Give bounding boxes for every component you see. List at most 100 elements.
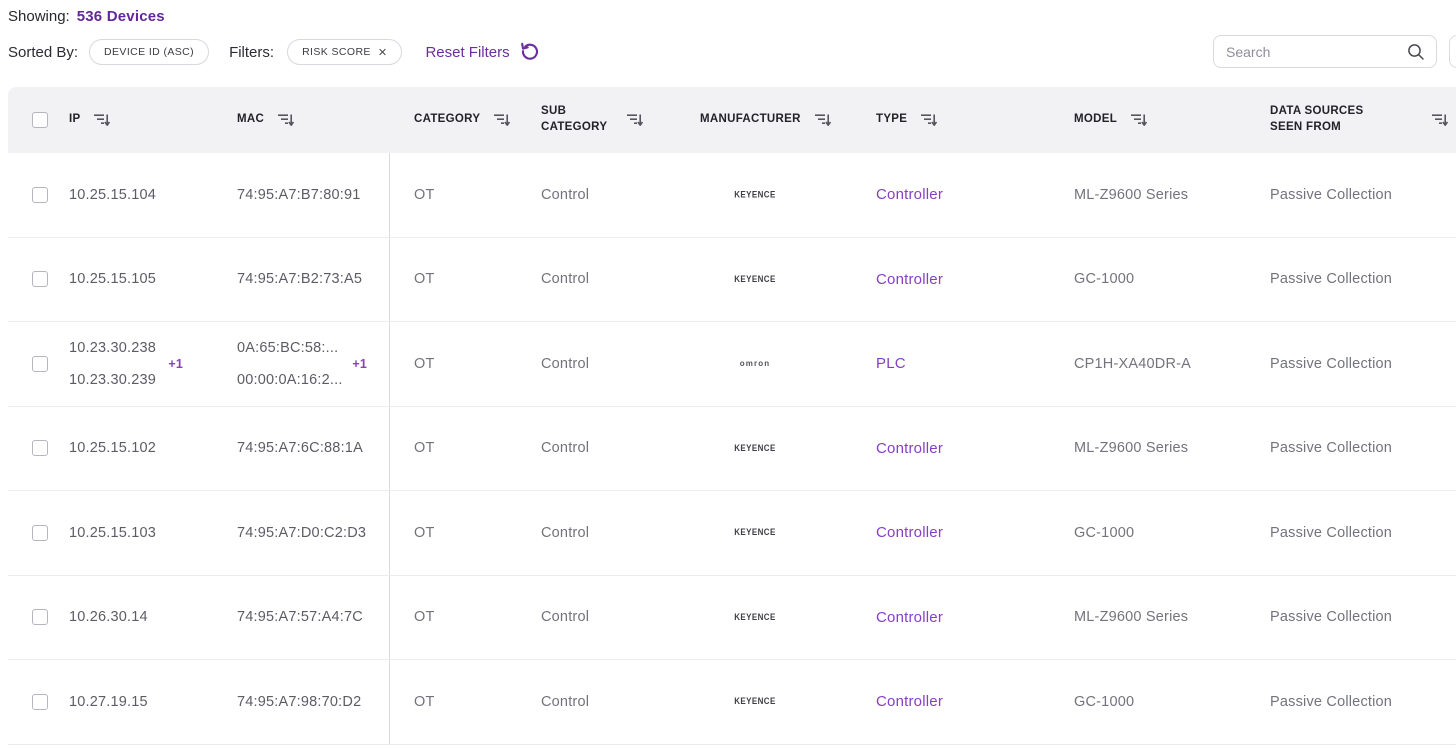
data-sources-cell: Passive Collection	[1262, 609, 1456, 625]
model-cell: GC-1000	[1066, 525, 1262, 541]
search-box	[1213, 35, 1437, 68]
device-type-link[interactable]: Controller	[876, 439, 944, 457]
table-row[interactable]: 10.25.15.102 74:95:A7:6C:88:1A OT Contro…	[8, 406, 1456, 491]
category-cell: OT	[390, 187, 533, 203]
row-checkbox[interactable]	[32, 524, 48, 541]
ip-value: 10.25.15.104	[69, 186, 157, 203]
column-header-manufacturer[interactable]: MANUFACTURER	[692, 112, 868, 128]
subcategory-value: Control	[541, 440, 590, 457]
more-count-badge[interactable]: +1	[352, 356, 367, 371]
model-cell: ML-Z9600 Series	[1066, 187, 1262, 203]
sort-icon[interactable]	[493, 113, 511, 127]
sort-icon[interactable]	[626, 113, 643, 127]
mac-value: 74:95:A7:6C:88:1A	[237, 440, 363, 457]
table-row[interactable]: 10.26.30.14 74:95:A7:57:A4:7C OT Control…	[8, 575, 1456, 660]
sorted-by-label: Sorted By:	[8, 43, 79, 61]
more-count-badge[interactable]: +1	[168, 356, 183, 371]
reset-filters-button[interactable]: Reset Filters	[425, 42, 538, 62]
data-sources-value: Passive Collection	[1270, 271, 1393, 288]
category-cell: OT	[390, 440, 533, 456]
mac-cell: 0A:65:BC:58:... 00:00:0A:16:2... +1	[228, 322, 390, 406]
ip-value: 10.25.15.105	[69, 271, 157, 288]
toolbar: Showing: 536 Devices Sorted By: DEVICE I…	[0, 0, 1456, 69]
model-cell: GC-1000	[1066, 271, 1262, 287]
sort-icon[interactable]	[277, 113, 295, 127]
subcategory-cell: Control	[533, 525, 692, 541]
ip-cell: 10.25.15.105	[60, 271, 228, 287]
subcategory-cell: Control	[533, 356, 692, 372]
ip-value: 10.26.30.14	[69, 609, 148, 626]
model-cell: ML-Z9600 Series	[1066, 609, 1262, 625]
subcategory-value: Control	[541, 693, 590, 710]
row-checkbox[interactable]	[32, 186, 48, 203]
manufacturer-cell: KEYENCE	[692, 528, 868, 538]
data-sources-value: Passive Collection	[1270, 524, 1393, 541]
category-cell: OT	[390, 356, 533, 372]
type-cell: Controller	[868, 693, 1066, 710]
manufacturer-logo: OMRON	[739, 359, 771, 369]
table-row[interactable]: 10.27.19.15 74:95:A7:98:70:D2 OT Control…	[8, 660, 1456, 745]
table-row[interactable]: 10.23.30.238 10.23.30.239 +1 0A:65:BC:58:.…	[8, 322, 1456, 407]
category-value: OT	[414, 355, 435, 372]
sort-icon[interactable]	[93, 113, 111, 127]
sort-chip[interactable]: DEVICE ID (ASC)	[89, 39, 210, 65]
table-row[interactable]: 10.25.15.105 74:95:A7:B2:73:A5 OT Contro…	[8, 237, 1456, 322]
model-cell: GC-1000	[1066, 694, 1262, 710]
data-sources-cell: Passive Collection	[1262, 525, 1456, 541]
row-checkbox[interactable]	[32, 609, 48, 626]
column-header-mac[interactable]: MAC	[228, 112, 390, 128]
column-header-category[interactable]: CATEGORY	[390, 112, 533, 128]
data-sources-value: Passive Collection	[1270, 186, 1393, 203]
row-checkbox[interactable]	[32, 271, 48, 288]
sort-icon[interactable]	[1130, 113, 1148, 127]
ip-cell: 10.25.15.103	[60, 525, 228, 541]
data-sources-cell: Passive Collection	[1262, 356, 1456, 372]
device-type-link[interactable]: Controller	[876, 693, 944, 711]
column-header-model[interactable]: MODEL	[1066, 112, 1262, 128]
row-checkbox[interactable]	[32, 355, 48, 372]
device-count[interactable]: 536 Devices	[76, 7, 165, 25]
row-checkbox[interactable]	[32, 693, 48, 710]
column-header-data-sources[interactable]: DATA SOURCES SEEN FROM	[1262, 104, 1456, 135]
model-cell: ML-Z9600 Series	[1066, 440, 1262, 456]
mac-cell: 74:95:A7:D0:C2:D3	[228, 491, 390, 575]
filter-chip[interactable]: RISK SCORE ✕	[287, 39, 403, 65]
sort-icon[interactable]	[920, 113, 938, 127]
device-type-link[interactable]: PLC	[876, 355, 906, 373]
subcategory-value: Control	[541, 355, 590, 372]
data-sources-cell: Passive Collection	[1262, 440, 1456, 456]
subcategory-cell: Control	[533, 271, 692, 287]
subcategory-cell: Control	[533, 694, 692, 710]
remove-filter-icon[interactable]: ✕	[377, 46, 388, 59]
column-header-type[interactable]: TYPE	[868, 112, 1066, 128]
mac-cell: 74:95:A7:6C:88:1A	[228, 406, 390, 490]
device-type-link[interactable]: Controller	[876, 270, 944, 288]
manufacturer-cell: KEYENCE	[692, 612, 868, 622]
showing-label: Showing:	[8, 7, 70, 25]
ip-value: 10.23.30.239	[69, 371, 157, 388]
row-checkbox[interactable]	[32, 440, 48, 457]
data-sources-cell: Passive Collection	[1262, 694, 1456, 710]
column-header-ip[interactable]: IP	[60, 112, 228, 128]
mac-value: 74:95:A7:B2:73:A5	[237, 271, 363, 288]
select-all-checkbox[interactable]	[32, 112, 48, 128]
table-row[interactable]: 10.25.15.104 74:95:A7:B7:80:91 OT Contro…	[8, 153, 1456, 238]
manufacturer-cell: KEYENCE	[692, 697, 868, 707]
column-label-model: MODEL	[1074, 113, 1118, 126]
device-type-link[interactable]: Controller	[876, 524, 944, 542]
row-checkbox-cell	[8, 609, 60, 626]
mac-value: 00:00:0A:16:2...	[237, 371, 343, 388]
device-type-link[interactable]: Controller	[876, 186, 944, 204]
device-type-link[interactable]: Controller	[876, 608, 944, 626]
category-value: OT	[414, 440, 435, 457]
category-cell: OT	[390, 694, 533, 710]
search-input[interactable]	[1226, 43, 1407, 60]
mac-cell: 74:95:A7:B2:73:A5	[228, 237, 390, 321]
subcategory-value: Control	[541, 271, 590, 288]
data-sources-value: Passive Collection	[1270, 355, 1393, 372]
table-row[interactable]: 10.25.15.103 74:95:A7:D0:C2:D3 OT Contro…	[8, 491, 1456, 576]
sort-icon[interactable]	[1431, 113, 1448, 127]
sort-icon[interactable]	[814, 113, 831, 127]
manufacturer-logo: KEYENCE	[734, 443, 776, 454]
column-header-subcategory[interactable]: SUB CATEGORY	[533, 104, 692, 135]
